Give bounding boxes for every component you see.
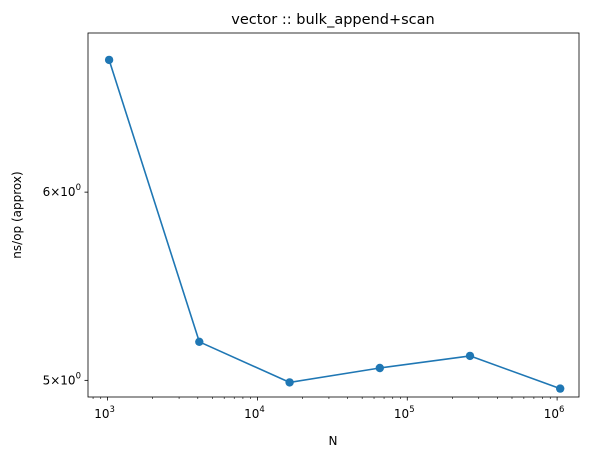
series-line xyxy=(108,59,561,390)
x-tick-label: 103 xyxy=(94,405,115,421)
data-point xyxy=(195,337,204,346)
x-minor-ticks xyxy=(92,397,551,399)
y-tick-label: 5×100 xyxy=(43,371,81,387)
series-layer xyxy=(104,55,565,393)
data-point xyxy=(285,378,294,387)
y-tick-label: 6×100 xyxy=(43,183,81,199)
data-point xyxy=(375,363,384,373)
data-point xyxy=(104,55,114,65)
chart-title: vector :: bulk_append+scan xyxy=(231,12,434,28)
data-point xyxy=(465,351,475,361)
x-tick-label: 105 xyxy=(394,405,415,421)
y-axis: 5×100 6×100 xyxy=(43,183,88,387)
y-axis-label: ns/op (approx) xyxy=(10,171,24,258)
x-tick-label: 106 xyxy=(544,405,565,421)
data-point xyxy=(556,384,565,393)
plot-frame xyxy=(87,32,580,398)
x-axis: 103 104 105 106 xyxy=(94,397,564,421)
x-tick-label: 104 xyxy=(244,405,265,421)
x-axis-label: N xyxy=(329,434,338,448)
